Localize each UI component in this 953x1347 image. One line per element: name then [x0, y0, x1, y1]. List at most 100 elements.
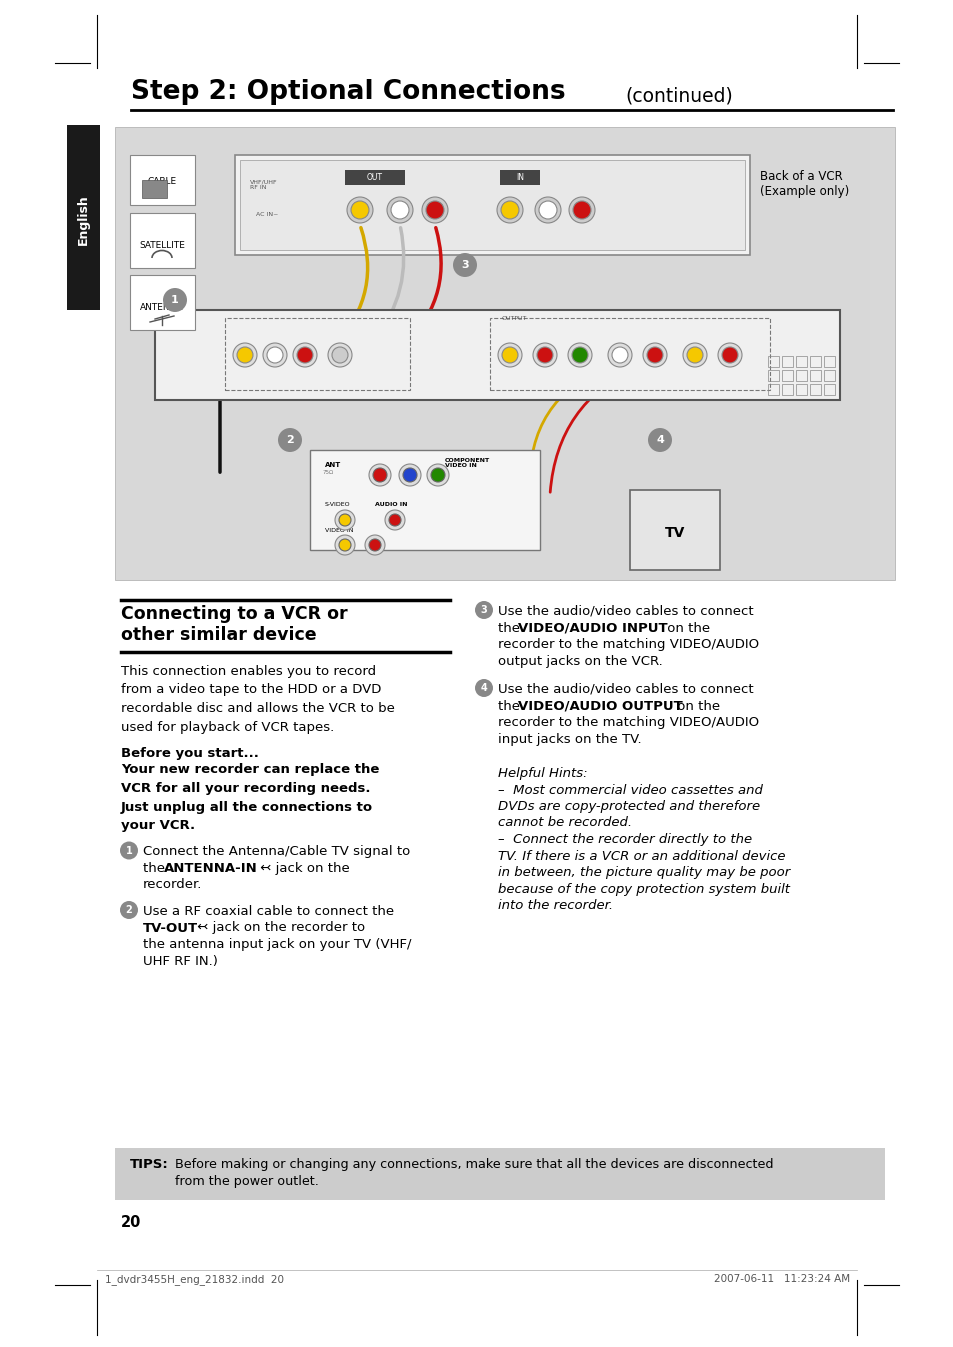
Circle shape [475, 679, 493, 696]
Text: ANTENNA: ANTENNA [140, 303, 184, 311]
Circle shape [427, 463, 449, 486]
Circle shape [236, 348, 253, 362]
Text: 75Ω: 75Ω [323, 470, 334, 475]
Text: SATELLITE: SATELLITE [139, 241, 185, 249]
Text: (continued): (continued) [624, 86, 732, 105]
Circle shape [373, 467, 387, 482]
Text: 1: 1 [126, 846, 132, 855]
Circle shape [338, 539, 351, 551]
Circle shape [277, 428, 302, 453]
Text: into the recorder.: into the recorder. [497, 898, 613, 912]
Text: the: the [497, 699, 524, 713]
Text: UHF RF IN.): UHF RF IN.) [143, 955, 217, 967]
Text: Step 2: Optional Connections: Step 2: Optional Connections [131, 79, 565, 105]
Text: 4: 4 [656, 435, 663, 445]
FancyBboxPatch shape [67, 125, 100, 310]
FancyBboxPatch shape [234, 155, 749, 255]
Text: DVDs are copy-protected and therefore: DVDs are copy-protected and therefore [497, 800, 760, 814]
Circle shape [567, 343, 592, 366]
Circle shape [537, 348, 553, 362]
Text: This connection enables you to record
from a video tape to the HDD or a DVD
reco: This connection enables you to record fr… [121, 665, 395, 734]
Text: Before you start...: Before you start... [121, 748, 258, 760]
Circle shape [475, 601, 493, 620]
Circle shape [721, 348, 738, 362]
Text: Before making or changing any connections, make sure that all the devices are di: Before making or changing any connection… [174, 1158, 773, 1171]
Circle shape [335, 535, 355, 555]
FancyBboxPatch shape [240, 160, 744, 251]
Text: –  Connect the recorder directly to the: – Connect the recorder directly to the [497, 832, 751, 846]
Text: on the: on the [662, 621, 709, 634]
Circle shape [351, 201, 369, 220]
Text: TIPS:: TIPS: [130, 1158, 169, 1171]
Text: VHF/UHF
RF IN: VHF/UHF RF IN [250, 179, 277, 190]
Text: 1: 1 [171, 295, 178, 304]
Text: AUDIO IN: AUDIO IN [375, 502, 407, 508]
Circle shape [497, 343, 521, 366]
FancyBboxPatch shape [130, 275, 194, 330]
Circle shape [607, 343, 631, 366]
Circle shape [267, 348, 283, 362]
Circle shape [387, 197, 413, 224]
Circle shape [263, 343, 287, 366]
Circle shape [647, 428, 671, 453]
Text: input jacks on the TV.: input jacks on the TV. [497, 733, 641, 745]
Circle shape [335, 511, 355, 529]
Text: Connect the Antenna/Cable TV signal to: Connect the Antenna/Cable TV signal to [143, 846, 410, 858]
Text: the: the [143, 862, 169, 876]
Circle shape [233, 343, 256, 366]
Circle shape [573, 201, 590, 220]
Circle shape [120, 901, 138, 919]
Text: 2: 2 [286, 435, 294, 445]
Circle shape [398, 463, 420, 486]
Text: in between, the picture quality may be poor: in between, the picture quality may be p… [497, 866, 789, 880]
Circle shape [612, 348, 627, 362]
Circle shape [568, 197, 595, 224]
Text: recorder to the matching VIDEO/AUDIO: recorder to the matching VIDEO/AUDIO [497, 638, 759, 651]
Text: English: English [76, 194, 90, 245]
Text: Use the audio/video cables to connect: Use the audio/video cables to connect [497, 683, 753, 696]
Circle shape [385, 511, 405, 529]
Text: ANTENNA-IN: ANTENNA-IN [164, 862, 257, 876]
Text: –  Most commercial video cassettes and: – Most commercial video cassettes and [497, 784, 762, 796]
Circle shape [431, 467, 444, 482]
Text: OUTPUT: OUTPUT [501, 317, 527, 322]
Text: 3: 3 [480, 605, 487, 616]
Text: TV. If there is a VCR or an additional device: TV. If there is a VCR or an additional d… [497, 850, 784, 862]
Circle shape [501, 348, 517, 362]
Text: Connecting to a VCR or: Connecting to a VCR or [121, 605, 347, 624]
Text: from the power outlet.: from the power outlet. [174, 1175, 318, 1188]
Circle shape [120, 842, 138, 859]
Text: OUT: OUT [367, 174, 382, 182]
FancyBboxPatch shape [345, 170, 405, 185]
Text: the: the [497, 621, 524, 634]
Circle shape [369, 463, 391, 486]
Text: 2: 2 [126, 905, 132, 915]
Circle shape [718, 343, 741, 366]
Text: the antenna input jack on your TV (VHF/: the antenna input jack on your TV (VHF/ [143, 938, 411, 951]
Text: 20: 20 [121, 1215, 141, 1230]
Text: recorder to the matching VIDEO/AUDIO: recorder to the matching VIDEO/AUDIO [497, 717, 759, 729]
FancyBboxPatch shape [154, 310, 840, 400]
Circle shape [347, 197, 373, 224]
Circle shape [497, 197, 522, 224]
Text: output jacks on the VCR.: output jacks on the VCR. [497, 655, 662, 668]
Text: because of the copy protection system built: because of the copy protection system bu… [497, 882, 789, 896]
Circle shape [365, 535, 385, 555]
Circle shape [389, 515, 400, 525]
Text: 1_dvdr3455H_eng_21832.indd  20: 1_dvdr3455H_eng_21832.indd 20 [105, 1274, 284, 1285]
Text: TV: TV [664, 525, 684, 540]
Text: Your new recorder can replace the
VCR for all your recording needs.
Just unplug : Your new recorder can replace the VCR fo… [121, 764, 379, 832]
FancyBboxPatch shape [499, 170, 539, 185]
Text: VIDEO/AUDIO OUTPUT: VIDEO/AUDIO OUTPUT [517, 699, 682, 713]
Text: Back of a VCR
(Example only): Back of a VCR (Example only) [760, 170, 848, 198]
FancyBboxPatch shape [130, 155, 194, 205]
Circle shape [538, 201, 557, 220]
Circle shape [453, 253, 476, 277]
Circle shape [642, 343, 666, 366]
Text: AC IN~: AC IN~ [255, 213, 278, 217]
Circle shape [500, 201, 518, 220]
Text: COMPONENT
VIDEO IN: COMPONENT VIDEO IN [444, 458, 490, 469]
Circle shape [421, 197, 448, 224]
Circle shape [338, 515, 351, 525]
Text: ↢ jack on the: ↢ jack on the [255, 862, 350, 876]
